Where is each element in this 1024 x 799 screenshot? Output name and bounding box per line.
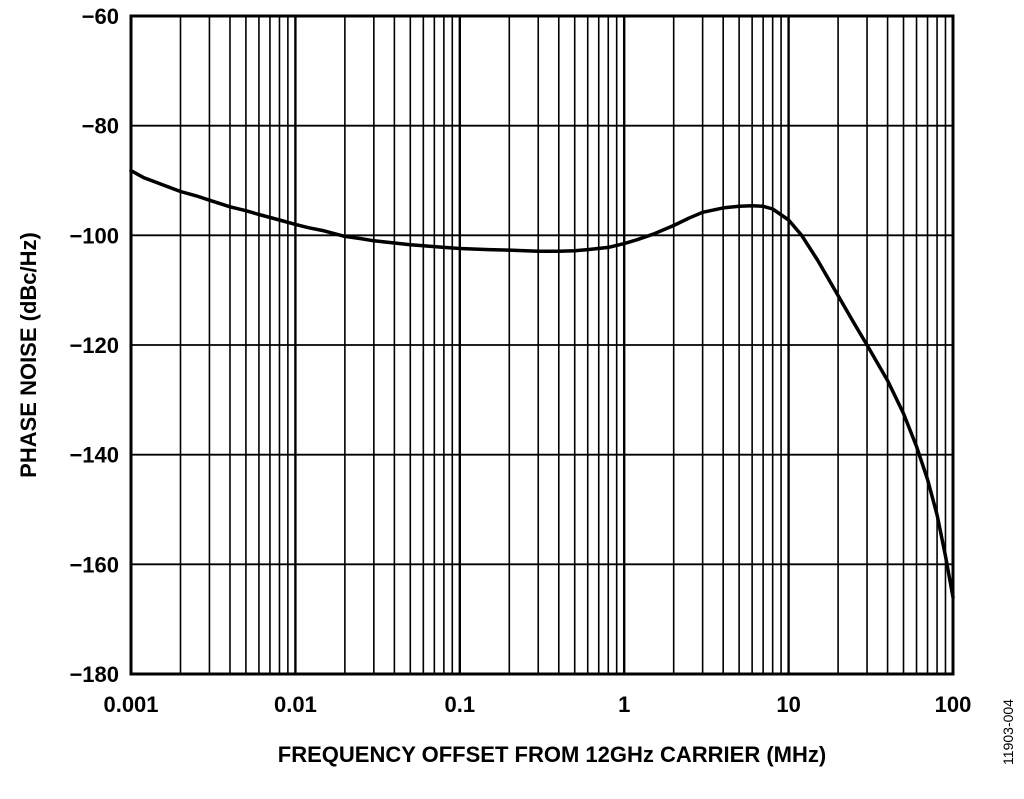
y-axis-title: PHASE NOISE (dBc/Hz)	[16, 232, 41, 478]
y-tick-label: −140	[69, 443, 119, 468]
y-tick-labels: −60 −80 −100 −120 −140 −160 −180	[69, 4, 119, 687]
x-tick-label: 0.01	[274, 692, 317, 717]
x-tick-label: 100	[935, 692, 972, 717]
x-axis-title: FREQUENCY OFFSET FROM 12GHz CARRIER (MHz…	[278, 742, 826, 767]
y-tick-label: −100	[69, 223, 119, 248]
series-line-1	[129, 168, 955, 599]
y-tick-label: −120	[69, 333, 119, 358]
series-layer	[129, 168, 955, 599]
plot-frame	[129, 14, 955, 676]
y-tick-label: −80	[82, 114, 119, 139]
y-tick-label: −60	[82, 4, 119, 29]
grid-lines	[131, 16, 953, 674]
x-tick-labels: 0.001 0.01 0.1 1 10 100	[103, 692, 971, 717]
x-tick-label: 0.1	[445, 692, 476, 717]
x-tick-label: 0.001	[103, 692, 158, 717]
y-tick-label: −160	[69, 552, 119, 577]
y-tick-label: −180	[69, 662, 119, 687]
x-tick-label: 1	[618, 692, 630, 717]
x-tick-label: 10	[776, 692, 800, 717]
figure-id: 11903-004	[1000, 699, 1016, 765]
